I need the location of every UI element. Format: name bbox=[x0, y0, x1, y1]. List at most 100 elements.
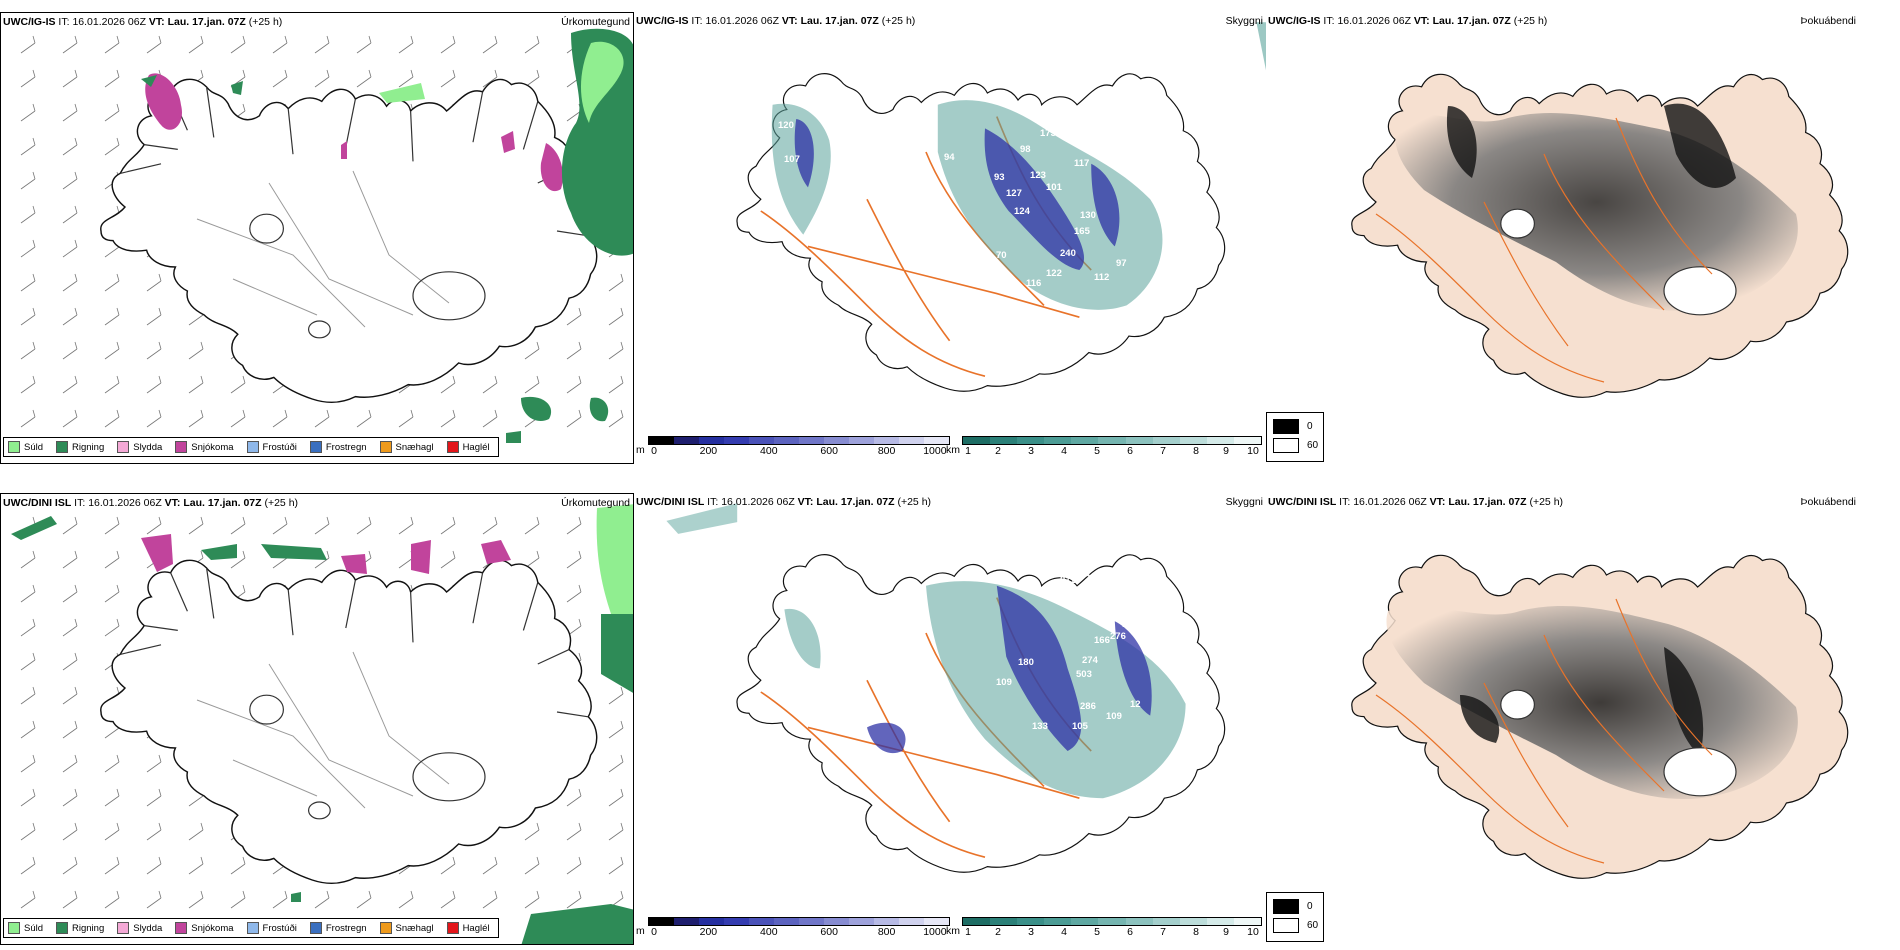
model-name: UWC/DINI ISL bbox=[3, 497, 72, 509]
wind-barb bbox=[104, 618, 120, 637]
fog-map bbox=[1351, 554, 1849, 879]
cloud-visibility-map: 126 10 811 124 150 276 166 274 503 180 1… bbox=[666, 503, 1226, 873]
snow-area bbox=[540, 143, 563, 192]
cloud-base-label: 122 bbox=[892, 665, 908, 676]
vt-value: Lau. 17.jan. 07Z bbox=[1432, 15, 1511, 27]
wind-barb bbox=[608, 754, 624, 773]
legend-label: Frostúði bbox=[262, 441, 297, 453]
fog-legend-label: 0 bbox=[1307, 901, 1313, 912]
wind-barb bbox=[608, 375, 624, 394]
rain-area bbox=[231, 81, 243, 95]
legend-label: Súld bbox=[24, 441, 44, 453]
tick-label: 200 bbox=[699, 445, 718, 457]
cloud-base-label: 76 bbox=[760, 82, 771, 93]
wind-barb bbox=[104, 516, 120, 535]
wind-barb bbox=[62, 516, 78, 535]
snow-area bbox=[501, 131, 515, 153]
legend-swatch bbox=[246, 922, 259, 934]
cloud-base-label: 82 bbox=[1068, 108, 1079, 119]
wind-barb bbox=[566, 409, 582, 428]
snow-area bbox=[341, 141, 347, 159]
legend-swatch bbox=[309, 441, 322, 453]
fog-legend-label: 60 bbox=[1307, 920, 1319, 931]
glacier-langjokull bbox=[249, 694, 285, 725]
wind-barb bbox=[62, 856, 78, 875]
wind-barb bbox=[608, 720, 624, 739]
colorbar-step bbox=[649, 437, 674, 444]
glacier-vatnajokull bbox=[412, 271, 486, 321]
colorbar-step bbox=[1233, 918, 1262, 925]
cloud-base-label: 12 bbox=[1130, 699, 1141, 710]
cloud-base-label: 166 bbox=[1094, 635, 1110, 646]
wind-barb bbox=[62, 720, 78, 739]
colorbar-step bbox=[924, 437, 949, 444]
model-name: UWC/DINI ISL bbox=[1268, 496, 1337, 508]
it-value: 16.01.2026 06Z bbox=[1353, 496, 1427, 508]
wind-barb bbox=[20, 171, 36, 190]
iceland-outline bbox=[100, 559, 598, 885]
tick-label: 800 bbox=[877, 445, 896, 457]
panel-title: UWC/DINI ISL IT: 16.01.2026 06Z VT: Lau.… bbox=[1268, 496, 1563, 508]
tick-label: 0 bbox=[651, 926, 657, 938]
colorbar-unit: km bbox=[946, 444, 960, 456]
wind-barb bbox=[440, 69, 456, 88]
fog-map bbox=[1351, 73, 1849, 398]
wind-barb bbox=[104, 69, 120, 88]
fog-panel-row1: UWC/IG-IS IT: 16.01.2026 06Z VT: Lau. 17… bbox=[1266, 12, 1900, 464]
wind-barb bbox=[20, 788, 36, 807]
wind-barb bbox=[608, 409, 624, 428]
legend-swatch bbox=[8, 922, 20, 934]
colorbar-step bbox=[924, 918, 949, 925]
wind-barb bbox=[62, 754, 78, 773]
lead-time: (+25 h) bbox=[881, 15, 916, 27]
cloud-visibility-map: 76 60 22 82 120 107 35 98 93 123 117 173… bbox=[736, 22, 1266, 392]
legend-swatch bbox=[175, 922, 188, 934]
rain-area bbox=[141, 75, 157, 87]
legend-item-frostregn: Frostregn bbox=[309, 922, 367, 934]
colorbar-step bbox=[749, 918, 774, 925]
precip-type-panel-row1: UWC/IG-IS IT: 16.01.2026 06Z VT: Lau. 17… bbox=[0, 12, 634, 464]
wind-barb bbox=[356, 516, 372, 535]
legend-label: Frostregn bbox=[325, 441, 367, 453]
cloud-base-label: 127 bbox=[1006, 188, 1022, 199]
tick-label: 6 bbox=[1127, 445, 1133, 457]
panel-title: UWC/IG-IS IT: 16.01.2026 06Z VT: Lau. 17… bbox=[1268, 15, 1547, 27]
lead-time: (+25 h) bbox=[264, 497, 299, 509]
wind-barb bbox=[314, 69, 330, 88]
wind-barb bbox=[62, 273, 78, 292]
colorbar-step bbox=[963, 437, 991, 444]
wind-barb bbox=[20, 205, 36, 224]
rain-area bbox=[589, 397, 609, 422]
legend-label: Haglél bbox=[462, 922, 490, 934]
wind-barb bbox=[20, 307, 36, 326]
wind-barb bbox=[104, 137, 120, 156]
cloud-base-labels: 76 60 22 82 120 107 35 98 93 123 117 173… bbox=[750, 72, 1180, 289]
wind-barb bbox=[566, 584, 582, 603]
snow-area bbox=[341, 554, 367, 574]
low-visibility-area bbox=[784, 581, 1186, 799]
wind-barb bbox=[188, 822, 204, 841]
colorbar-gradient bbox=[648, 436, 950, 445]
wind-barb bbox=[104, 375, 120, 394]
legend-label: Slydda bbox=[133, 922, 163, 934]
rain-area bbox=[601, 614, 633, 693]
tick-label: 400 bbox=[760, 926, 778, 938]
legend-swatch bbox=[379, 441, 392, 453]
cloud-visibility-panel-row1: UWC/IG-IS IT: 16.01.2026 06Z VT: Lau. 17… bbox=[634, 12, 1266, 464]
vt-value: Lau. 17.jan. 07Z bbox=[183, 497, 262, 509]
wind-barb bbox=[62, 103, 78, 122]
wind-barb bbox=[146, 409, 162, 428]
wind-barb bbox=[566, 307, 582, 326]
panel-title: UWC/DINI ISL IT: 16.01.2026 06Z VT: Lau.… bbox=[636, 496, 931, 508]
cloud-base-label: 124 bbox=[1014, 206, 1031, 217]
wind-barb bbox=[104, 550, 120, 569]
legend-item-snaehagl: Snæhagl bbox=[379, 922, 434, 934]
panel-variable-title: Þokuábendi bbox=[1800, 496, 1856, 508]
wind-barb bbox=[20, 273, 36, 292]
rain-area bbox=[261, 544, 327, 560]
fog-swatch bbox=[1273, 899, 1299, 914]
colorbar-step bbox=[724, 437, 749, 444]
panel-title: UWC/IG-IS IT: 16.01.2026 06Z VT: Lau. 17… bbox=[636, 15, 915, 27]
wind-barb bbox=[104, 103, 120, 122]
panel-variable-title: Úrkomutegund bbox=[561, 16, 630, 28]
